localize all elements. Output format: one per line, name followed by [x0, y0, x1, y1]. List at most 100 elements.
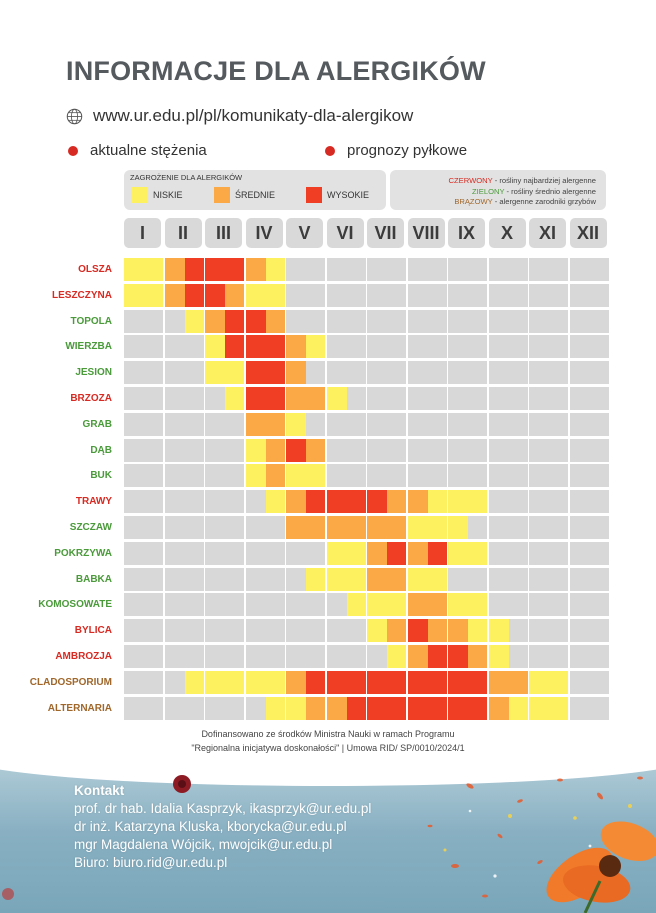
pollen-cell: [184, 412, 204, 436]
pollen-cell: [326, 696, 347, 720]
pollen-cell: [326, 464, 347, 488]
pollen-cell: [265, 387, 285, 410]
pollen-cell: [468, 335, 488, 359]
pollen-cell: [286, 490, 307, 514]
website-link[interactable]: www.ur.edu.pl/pl/komunikaty-dla-alergiko…: [93, 106, 414, 125]
month-IV: IV: [245, 218, 283, 248]
pollen-cell: [144, 541, 164, 565]
pollen-cell: [124, 619, 145, 643]
pollen-cell: [549, 696, 569, 720]
pollen-cell: [245, 258, 266, 281]
pollen-cell: [164, 593, 185, 617]
pollen-cell: [265, 516, 285, 539]
pollen-cell: [529, 258, 550, 281]
pollen-cell: [589, 309, 609, 333]
page-title: INFORMACJE DLA ALERGIKÓW: [66, 56, 486, 86]
contact-line[interactable]: prof. dr hab. Idalia Kasprzyk, ikasprzyk…: [74, 801, 372, 816]
legend-forecast: prognozy pyłkowe: [325, 142, 467, 159]
pollen-cell: [124, 361, 145, 385]
pollen-cell: [164, 283, 185, 307]
pollen-cell: [387, 283, 407, 307]
pollen-cell: [407, 593, 428, 617]
pollen-cell: [529, 541, 550, 565]
pollen-cell: [387, 335, 407, 359]
plant-label-szczaw: SZCZAW: [69, 522, 112, 533]
pollen-cell: [549, 567, 569, 591]
pollen-cell: [488, 490, 509, 514]
pollen-cell: [569, 335, 590, 359]
pollen-cell: [184, 516, 204, 539]
pollen-cell: [346, 670, 366, 694]
pollen-cell: [448, 593, 469, 617]
pollen-cell: [184, 361, 204, 385]
plant-label-bylica: BYLICA: [74, 625, 112, 637]
pollen-cell: [448, 309, 469, 333]
pollen-cell: [529, 361, 550, 385]
contact-line[interactable]: Biuro: biuro.rid@ur.edu.pl: [74, 855, 228, 870]
pollen-cell: [529, 696, 550, 720]
month-IX: IX: [448, 218, 485, 248]
pollen-cell: [184, 670, 204, 694]
contact-heading: Kontakt: [74, 783, 125, 798]
plant-label-alternaria: ALTERNARIA: [47, 702, 112, 714]
pollen-cell: [387, 361, 407, 385]
pollen-cell: [589, 541, 609, 565]
pollen-cell: [488, 567, 509, 591]
contact-line[interactable]: dr inż. Katarzyna Kluska, kborycka@ur.ed…: [74, 819, 347, 834]
pollen-cell: [448, 258, 469, 281]
pollen-cell: [589, 361, 609, 385]
pollen-cell: [569, 567, 590, 591]
pollen-cell: [589, 335, 609, 359]
pollen-cell: [468, 361, 488, 385]
pollen-cell: [326, 387, 347, 410]
pollen-cell: [245, 619, 266, 643]
pollen-cell: [468, 619, 488, 643]
pollen-cell: [184, 619, 204, 643]
pollen-cell: [448, 490, 469, 514]
pollen-cell: [488, 438, 509, 462]
pollen-cell: [144, 309, 164, 333]
pollen-cell: [164, 490, 185, 514]
pollen-cell: [387, 309, 407, 333]
pollen-cell: [286, 361, 307, 385]
pollen-cell: [488, 464, 509, 488]
pollen-cell: [205, 412, 226, 436]
pollen-cell: [346, 490, 366, 514]
pollen-cell: [265, 567, 285, 591]
pollen-cell: [529, 619, 550, 643]
pollen-cell: [306, 670, 326, 694]
pollen-cell: [508, 412, 528, 436]
pollen-cell: [589, 567, 609, 591]
pollen-cell: [306, 696, 326, 720]
plant-label-babka: BABKA: [75, 573, 112, 585]
pollen-cell: [286, 412, 307, 436]
pollen-cell: [549, 361, 569, 385]
pollen-cell: [205, 464, 226, 488]
pollen-cell: [326, 283, 347, 307]
plant-label-wierzba: WIERZBA: [65, 341, 112, 353]
pollen-cell: [508, 541, 528, 565]
pollen-cell: [448, 412, 469, 436]
pollen-cell: [124, 412, 145, 436]
pollen-cell: [326, 490, 347, 514]
pollen-cell: [265, 309, 285, 333]
pollen-cell: [589, 593, 609, 617]
pollen-cell: [508, 593, 528, 617]
pollen-cell: [225, 541, 245, 565]
pollen-cell: [346, 387, 366, 410]
legend-high: WYSOKIE: [306, 187, 369, 203]
pollen-cell: [286, 619, 307, 643]
funding-line-2: "Regionalna inicjatywa doskonałości" | U…: [191, 743, 465, 753]
legend-green-word: ZIELONY: [472, 186, 505, 196]
pollen-cell: [205, 567, 226, 591]
pollen-cell: [488, 670, 509, 694]
pollen-cell: [427, 619, 447, 643]
pollen-cell: [286, 645, 307, 668]
pollen-cell: [205, 490, 226, 514]
pollen-cell: [326, 309, 347, 333]
contact-line[interactable]: mgr Magdalena Wójcik, mwojcik@ur.edu.pl: [74, 837, 333, 852]
high-swatch: [306, 187, 322, 203]
url-row[interactable]: www.ur.edu.pl/pl/komunikaty-dla-alergiko…: [66, 104, 413, 128]
pollen-cell: [164, 464, 185, 488]
pollen-cell: [245, 438, 266, 462]
